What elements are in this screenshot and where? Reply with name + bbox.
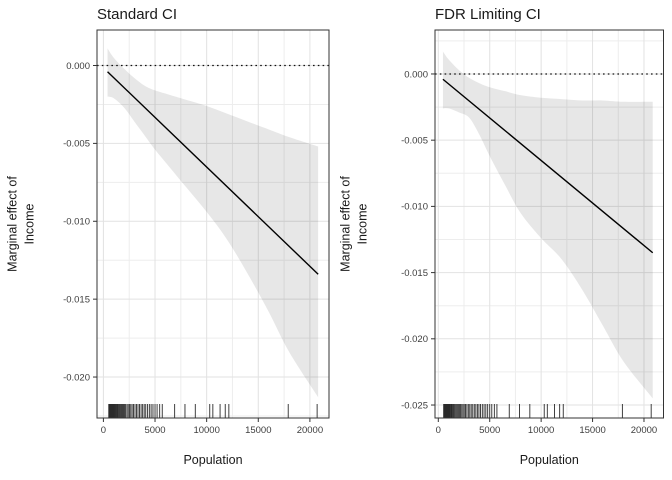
- y-tick-label: -0.010: [63, 217, 90, 228]
- marginal-effect-line: [107, 71, 319, 275]
- x-tick-label: 0: [436, 425, 441, 436]
- y-axis-title: Marginal effect of Income: [6, 176, 37, 272]
- panel-2: 0 5000 10000 15000 20000 0.000 -0.005 -0.010 -0.…: [339, 6, 664, 467]
- y-axis-title: Marginal effect of Income: [339, 176, 370, 272]
- panel-background: [435, 30, 664, 418]
- x-tick-label: 15000: [245, 425, 271, 436]
- x-axis-title: Population: [520, 453, 579, 467]
- x-tick-label: 0: [101, 425, 106, 436]
- y-tick-label: -0.020: [401, 334, 428, 345]
- panel-1: 0 5000 10000 15000 20000 0.000 -0.005 -0.010 -0.…: [6, 6, 330, 467]
- y-tick-label: 0.000: [66, 61, 90, 72]
- x-axis-title: Population: [183, 453, 242, 467]
- panel-clip-group: [435, 51, 664, 418]
- panel-background: [97, 30, 329, 418]
- y-tick-label: -0.015: [63, 294, 90, 305]
- confidence-ribbon: [107, 48, 319, 398]
- y-tick-label: -0.005: [63, 139, 90, 150]
- y-tick-label: -0.010: [401, 202, 428, 213]
- marginal-effect-line: [442, 78, 654, 254]
- panel-border: [434, 29, 664, 419]
- y-tick-label: 0.000: [404, 69, 428, 80]
- panel-title: Standard CI: [97, 6, 177, 23]
- x-tick-label: 10000: [528, 425, 554, 436]
- confidence-ribbon: [442, 51, 653, 399]
- y-tick-label: -0.020: [63, 372, 90, 383]
- x-tick-label: 20000: [297, 425, 323, 436]
- y-tick-label: -0.015: [401, 268, 428, 279]
- panel-border: [96, 29, 330, 419]
- y-tick-label: -0.025: [401, 400, 428, 411]
- x-tick-label: 5000: [479, 425, 500, 436]
- panel-title: FDR Limiting CI: [435, 6, 541, 23]
- x-tick-label: 10000: [193, 425, 219, 436]
- x-tick-label: 20000: [631, 425, 657, 436]
- panel-clip-group: [97, 48, 329, 418]
- y-tick-label: -0.005: [401, 135, 428, 146]
- x-tick-label: 5000: [144, 425, 165, 436]
- x-tick-label: 15000: [579, 425, 605, 436]
